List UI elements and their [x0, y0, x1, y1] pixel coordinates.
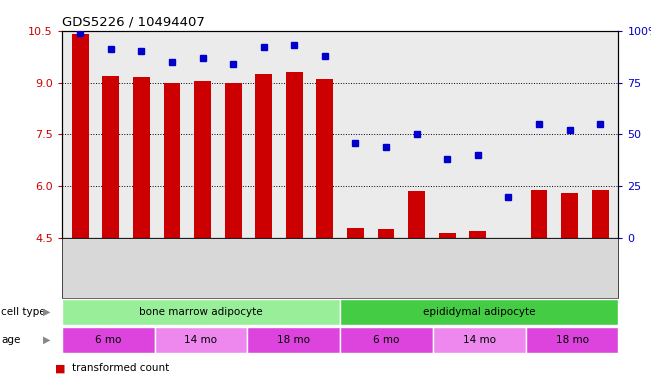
Text: 18 mo: 18 mo — [277, 335, 311, 345]
Text: GDS5226 / 10494407: GDS5226 / 10494407 — [62, 15, 204, 28]
Bar — [469, 231, 486, 238]
Text: 6 mo: 6 mo — [95, 335, 122, 345]
Text: ▶: ▶ — [43, 335, 51, 345]
Bar — [194, 81, 211, 238]
Bar — [225, 83, 242, 238]
Text: GSM635886: GSM635886 — [137, 241, 146, 296]
Bar — [347, 228, 364, 238]
Bar — [133, 78, 150, 238]
Text: ■: ■ — [55, 363, 66, 373]
Bar — [592, 190, 609, 238]
Text: GSM635885: GSM635885 — [106, 241, 115, 296]
Bar — [561, 193, 578, 238]
Text: 6 mo: 6 mo — [373, 335, 400, 345]
Text: GSM635889: GSM635889 — [412, 241, 421, 296]
Text: bone marrow adipocyte: bone marrow adipocyte — [139, 307, 263, 317]
Text: GSM635887: GSM635887 — [351, 241, 360, 296]
Bar — [378, 230, 395, 238]
Text: GSM635890: GSM635890 — [167, 241, 176, 296]
Text: GSM635898: GSM635898 — [320, 241, 329, 296]
Text: GSM635900: GSM635900 — [565, 241, 574, 296]
Text: ▶: ▶ — [43, 307, 51, 317]
Bar — [439, 233, 456, 238]
Text: GSM635901: GSM635901 — [596, 241, 605, 296]
Text: 14 mo: 14 mo — [184, 335, 217, 345]
Text: age: age — [1, 335, 21, 345]
Bar — [72, 34, 89, 238]
Text: GSM635896: GSM635896 — [259, 241, 268, 296]
Text: transformed count: transformed count — [72, 363, 169, 373]
Bar — [408, 191, 425, 238]
Bar — [286, 72, 303, 238]
Text: 18 mo: 18 mo — [555, 335, 589, 345]
Text: GSM635895: GSM635895 — [504, 241, 513, 296]
Text: GSM635888: GSM635888 — [381, 241, 391, 296]
Bar — [316, 79, 333, 238]
Text: GSM635893: GSM635893 — [443, 241, 452, 296]
Text: GSM635884: GSM635884 — [76, 241, 85, 296]
Text: GSM635897: GSM635897 — [290, 241, 299, 296]
Bar — [102, 76, 119, 238]
Text: GSM635899: GSM635899 — [534, 241, 544, 296]
Bar — [255, 74, 272, 238]
Text: GSM635892: GSM635892 — [229, 241, 238, 296]
Text: cell type: cell type — [1, 307, 46, 317]
Bar — [531, 190, 547, 238]
Bar — [163, 83, 180, 238]
Text: epididymal adipocyte: epididymal adipocyte — [423, 307, 536, 317]
Text: GSM635891: GSM635891 — [198, 241, 207, 296]
Text: GSM635894: GSM635894 — [473, 241, 482, 296]
Text: 14 mo: 14 mo — [463, 335, 496, 345]
